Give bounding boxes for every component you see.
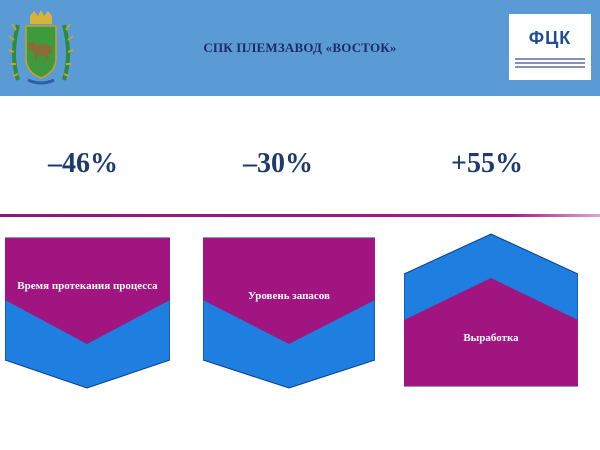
chevron-down-inventory: Уровень запасов: [203, 236, 375, 391]
logo-subtitle-lines: [515, 58, 585, 70]
fck-logo: ФЦК: [509, 14, 591, 80]
shape-label: Выработка: [463, 332, 519, 344]
page-title: СПК ПЛЕМЗАВОД «ВОСТОК»: [203, 40, 397, 55]
stat-inventory: –30%: [243, 148, 313, 179]
stat-output: +55%: [451, 148, 523, 179]
divider: [0, 214, 600, 217]
stat-process-time: –46%: [48, 148, 118, 179]
chevron-down-process-time: Время протекания процесса: [5, 236, 170, 391]
chevron-up-output: Выработка: [404, 232, 578, 388]
header-bar: СПК ПЛЕМЗАВОД «ВОСТОК» ФЦК: [0, 0, 600, 96]
shape-label: Уровень запасов: [248, 290, 330, 302]
shape-label: Время протекания процесса: [17, 280, 158, 292]
coat-of-arms-icon: [8, 10, 74, 86]
logo-text: ФЦК: [528, 28, 572, 48]
